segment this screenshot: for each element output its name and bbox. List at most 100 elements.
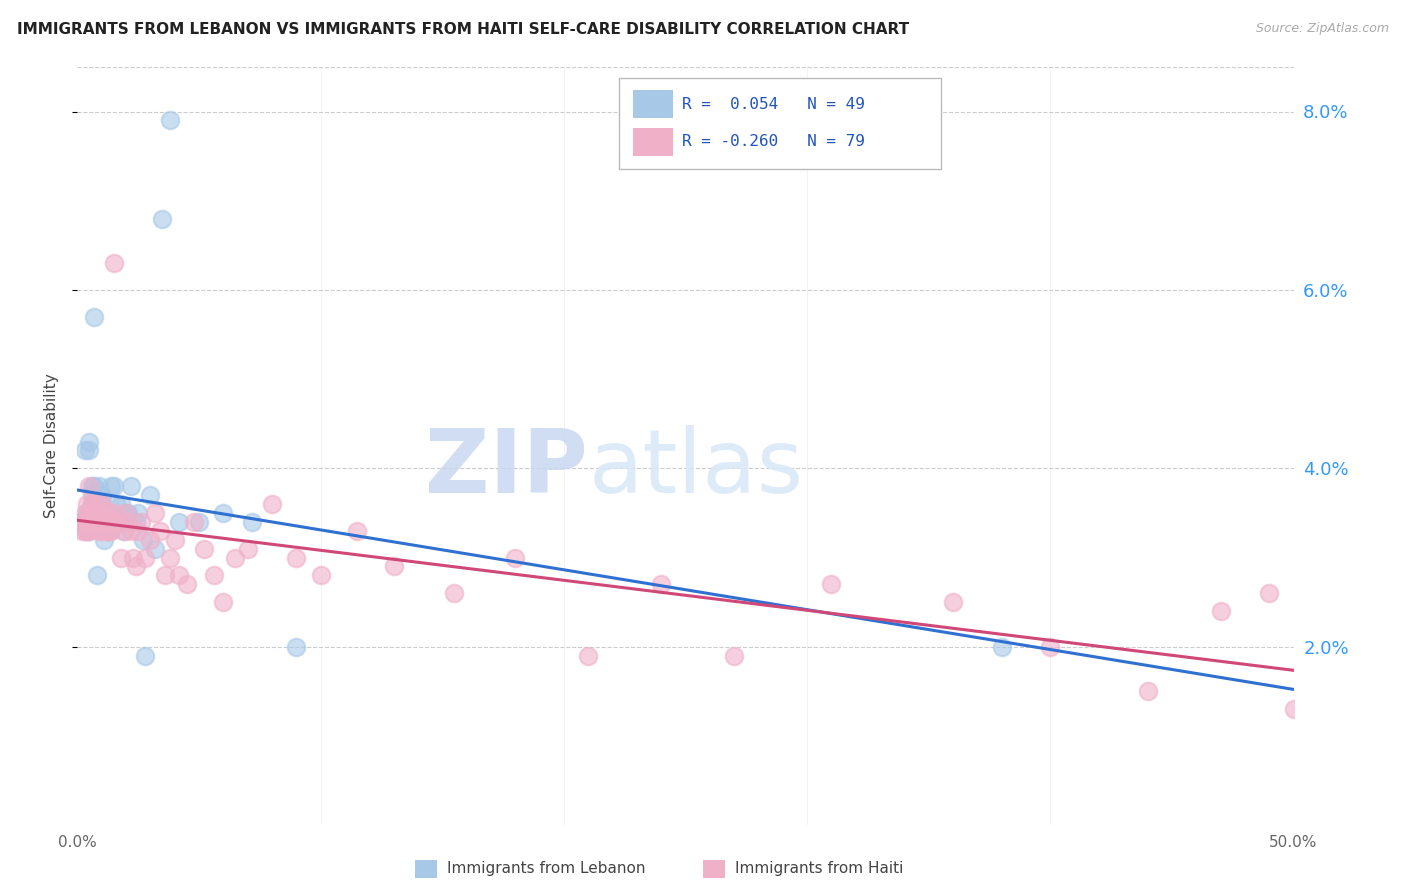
Point bbox=[202, 568, 225, 582]
Point bbox=[942, 595, 965, 609]
Text: IMMIGRANTS FROM LEBANON VS IMMIGRANTS FROM HAITI SELF-CARE DISABILITY CORRELATIO: IMMIGRANTS FROM LEBANON VS IMMIGRANTS FR… bbox=[17, 22, 910, 37]
Point bbox=[70, 515, 93, 529]
Point bbox=[382, 559, 405, 574]
Point bbox=[134, 550, 156, 565]
Point bbox=[443, 586, 465, 600]
Point bbox=[127, 506, 149, 520]
Point bbox=[79, 515, 101, 529]
Point bbox=[73, 443, 96, 458]
Point bbox=[153, 568, 176, 582]
Point bbox=[129, 515, 152, 529]
Point bbox=[97, 524, 120, 538]
Point bbox=[139, 488, 162, 502]
Text: Immigrants from Lebanon: Immigrants from Lebanon bbox=[447, 862, 645, 876]
Y-axis label: Self-Care Disability: Self-Care Disability bbox=[44, 374, 59, 518]
Point bbox=[260, 497, 283, 511]
Point bbox=[159, 113, 181, 128]
Point bbox=[83, 497, 105, 511]
Point bbox=[100, 524, 122, 538]
Point bbox=[309, 568, 332, 582]
Point bbox=[89, 506, 111, 520]
Point bbox=[89, 506, 111, 520]
Point bbox=[723, 648, 745, 663]
FancyBboxPatch shape bbox=[633, 128, 673, 155]
Text: R =  0.054   N = 49: R = 0.054 N = 49 bbox=[682, 96, 865, 112]
Point bbox=[89, 497, 111, 511]
Point bbox=[86, 506, 108, 520]
Text: ZIP: ZIP bbox=[426, 425, 588, 512]
Text: atlas: atlas bbox=[588, 425, 803, 512]
Point bbox=[212, 595, 235, 609]
Point bbox=[212, 506, 235, 520]
Point bbox=[76, 524, 98, 538]
Point bbox=[79, 524, 101, 538]
Point bbox=[86, 568, 108, 582]
Point bbox=[117, 515, 139, 529]
Point bbox=[80, 506, 103, 520]
Point bbox=[110, 550, 132, 565]
Point bbox=[83, 515, 105, 529]
Point bbox=[76, 515, 98, 529]
Point bbox=[96, 515, 118, 529]
Point bbox=[103, 256, 125, 270]
Point bbox=[1136, 684, 1159, 698]
Point bbox=[143, 506, 166, 520]
Point bbox=[285, 640, 308, 654]
Point bbox=[97, 524, 120, 538]
Point bbox=[285, 550, 308, 565]
Point bbox=[1282, 702, 1305, 716]
Point bbox=[76, 524, 98, 538]
Point bbox=[79, 506, 101, 520]
Point bbox=[73, 515, 96, 529]
Point bbox=[169, 515, 191, 529]
Point bbox=[115, 506, 138, 520]
Point bbox=[93, 533, 115, 547]
Point bbox=[346, 524, 368, 538]
Point bbox=[120, 479, 142, 493]
Text: Source: ZipAtlas.com: Source: ZipAtlas.com bbox=[1256, 22, 1389, 36]
Point bbox=[125, 515, 148, 529]
Point bbox=[83, 506, 105, 520]
Point bbox=[143, 541, 166, 556]
Point bbox=[134, 648, 156, 663]
Point bbox=[115, 506, 138, 520]
Point bbox=[96, 524, 118, 538]
Text: Immigrants from Haiti: Immigrants from Haiti bbox=[735, 862, 904, 876]
Point bbox=[79, 506, 101, 520]
Text: R = -0.260   N = 79: R = -0.260 N = 79 bbox=[682, 134, 865, 149]
Point bbox=[79, 434, 101, 449]
Point bbox=[79, 524, 101, 538]
FancyBboxPatch shape bbox=[633, 90, 673, 118]
Point bbox=[76, 515, 98, 529]
Point bbox=[86, 497, 108, 511]
Point bbox=[152, 211, 174, 226]
Point bbox=[89, 479, 111, 493]
Point bbox=[176, 577, 198, 591]
Point bbox=[97, 506, 120, 520]
Point bbox=[1039, 640, 1062, 654]
Point bbox=[105, 497, 128, 511]
Point bbox=[96, 524, 118, 538]
Point bbox=[503, 550, 526, 565]
Point bbox=[90, 497, 112, 511]
Point bbox=[132, 533, 155, 547]
Point bbox=[224, 550, 246, 565]
Point bbox=[103, 479, 125, 493]
Point bbox=[103, 515, 125, 529]
Point bbox=[650, 577, 672, 591]
Point bbox=[80, 479, 103, 493]
Point bbox=[122, 550, 145, 565]
Point bbox=[163, 533, 186, 547]
Point bbox=[1258, 586, 1281, 600]
Point bbox=[188, 515, 211, 529]
Point bbox=[79, 515, 101, 529]
Point bbox=[139, 533, 162, 547]
Point bbox=[242, 515, 264, 529]
Point bbox=[76, 506, 98, 520]
Point bbox=[159, 550, 181, 565]
Point bbox=[149, 524, 172, 538]
Point bbox=[90, 524, 112, 538]
FancyBboxPatch shape bbox=[619, 78, 941, 169]
Point bbox=[110, 497, 132, 511]
Point bbox=[576, 648, 599, 663]
